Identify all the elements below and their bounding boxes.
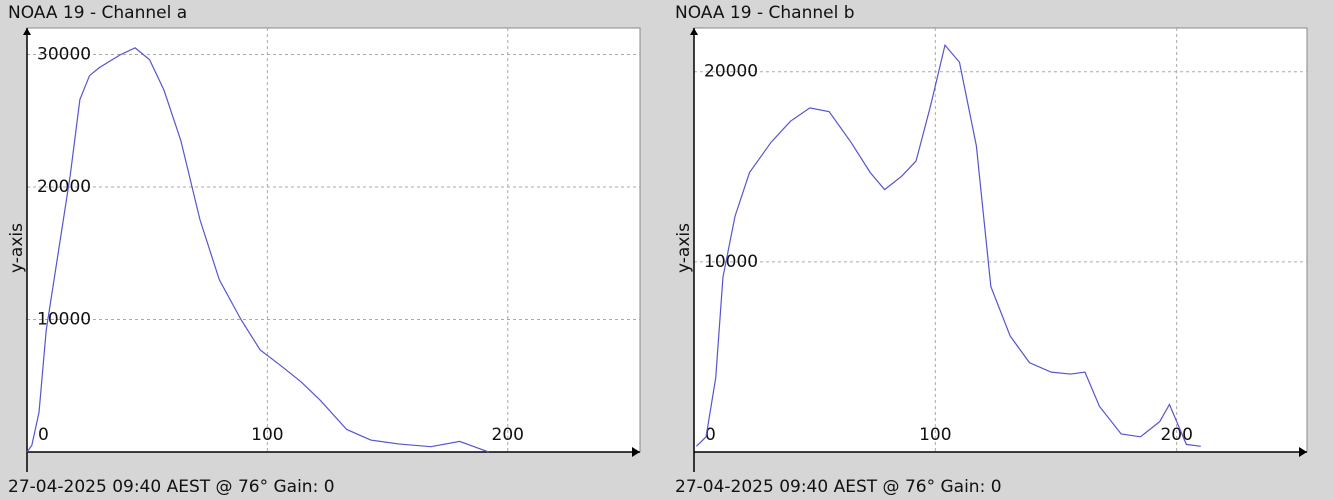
x-tick-label: 200 — [492, 425, 524, 445]
x-axis-arrow — [632, 447, 640, 457]
y-tick-label: 20000 — [37, 177, 91, 197]
y-tick-label: 20000 — [704, 62, 758, 82]
chart-title: NOAA 19 - Channel a — [8, 3, 187, 23]
data-line — [695, 43, 1201, 447]
caption: 27-04-2025 09:40 AEST @ 76° Gain: 0 — [675, 477, 1002, 497]
y-tick-label: 30000 — [37, 45, 91, 65]
data-line — [26, 47, 489, 453]
y-tick-label: 10000 — [37, 310, 91, 330]
x-axis-arrow — [1299, 447, 1307, 457]
x-tick-label: 100 — [919, 425, 951, 445]
plot-area — [26, 27, 641, 453]
y-axis-label: y-axis — [7, 223, 27, 273]
caption: 27-04-2025 09:40 AEST @ 76° Gain: 0 — [8, 477, 335, 497]
plot-area — [693, 27, 1308, 453]
y-axis-arrow — [690, 28, 698, 35]
chart-title: NOAA 19 - Channel b — [675, 3, 855, 23]
x-tick-label: 0 — [38, 425, 49, 445]
y-axis-arrow — [23, 28, 31, 35]
x-tick-label: 200 — [1160, 425, 1192, 445]
x-tick-label: 100 — [251, 425, 283, 445]
y-tick-label: 10000 — [704, 252, 758, 272]
x-tick-label: 0 — [705, 425, 716, 445]
y-axis-label: y-axis — [674, 223, 694, 273]
